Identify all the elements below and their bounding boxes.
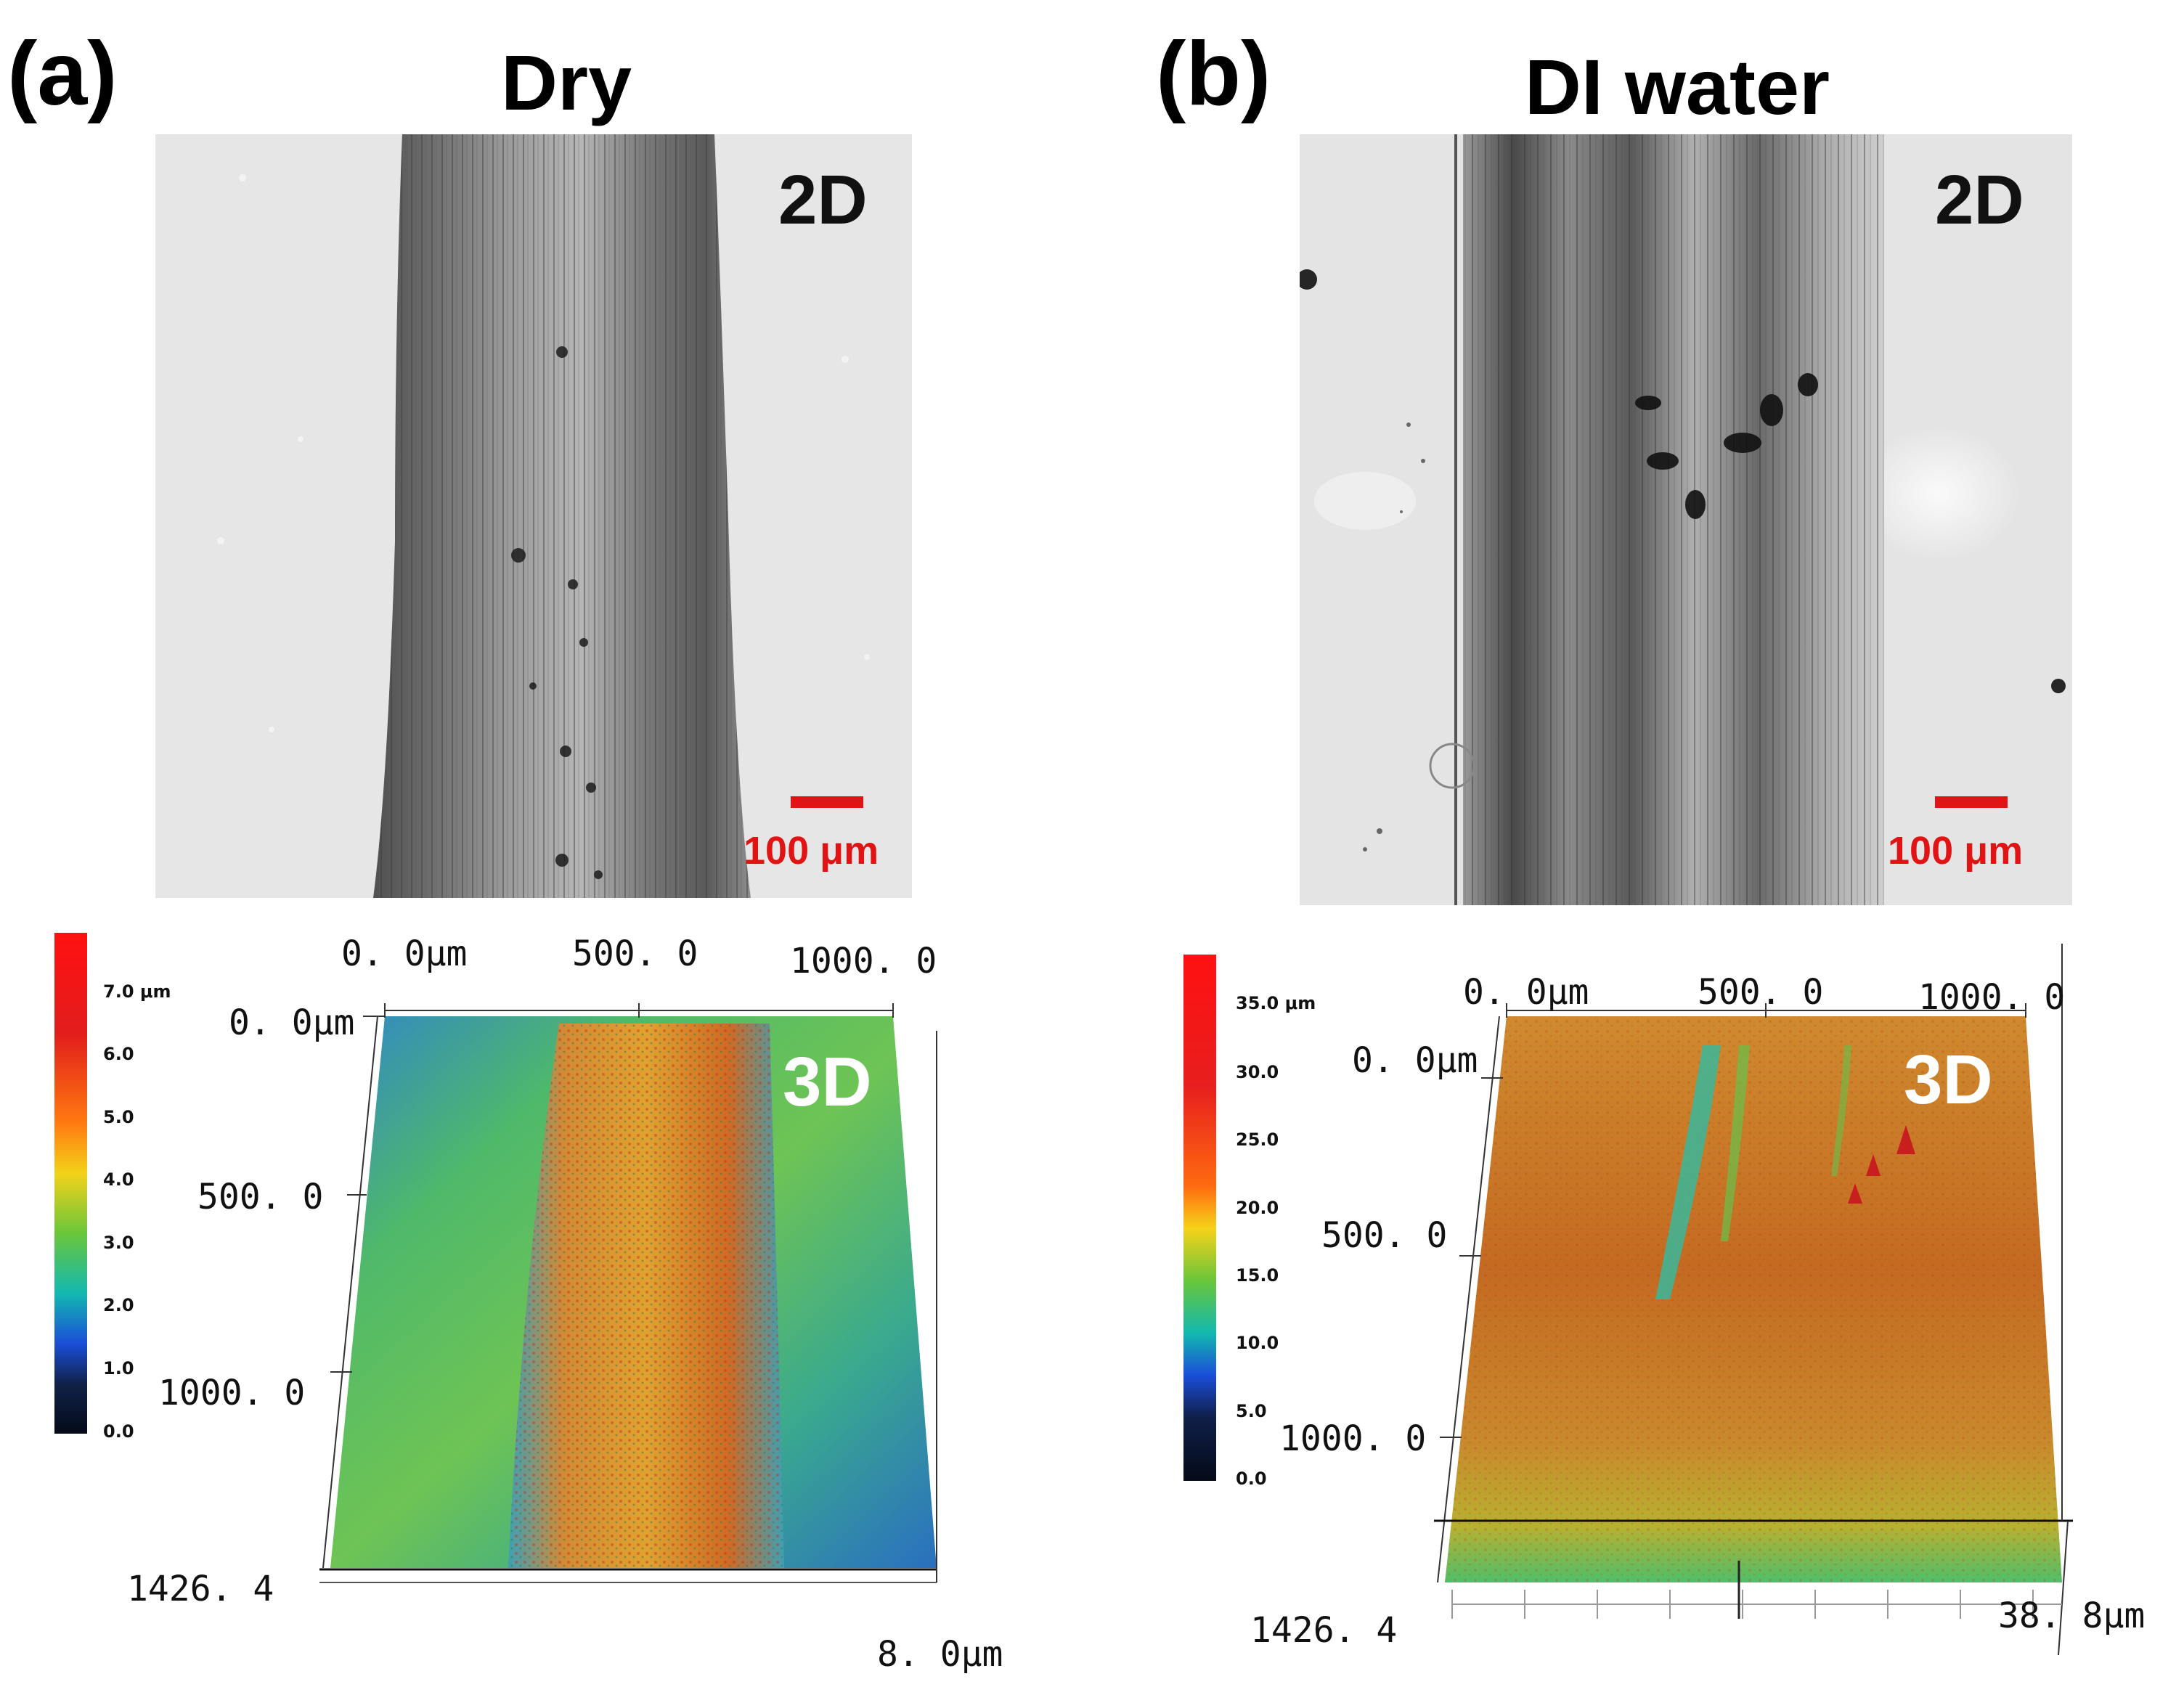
water-scale-bar-label: 100 μm: [1888, 829, 2024, 873]
dry-2d-badge: 2D: [778, 161, 868, 239]
panel-b-letter: (b): [1156, 24, 1271, 124]
water-colorbar-label: 25.0: [1236, 1130, 1279, 1150]
dry-y-axis-label: 1426. 4: [127, 1569, 274, 1609]
dry-x-axis-label: 1000. 0: [790, 941, 937, 981]
water-colorbar-label: 35.0 μm: [1236, 993, 1316, 1013]
dry-colorbar-label: 5.0: [103, 1107, 134, 1127]
dry-2d-micrograph: [155, 134, 912, 898]
dry-z-max-label: 8. 0μm: [877, 1634, 1003, 1675]
dry-colorbar-label: 7.0 μm: [103, 981, 171, 1002]
dry-scale-bar: [791, 796, 863, 808]
dry-x-axis-label: 0. 0μm: [341, 934, 468, 974]
dry-y-axis-label: 0. 0μm: [229, 1002, 355, 1043]
water-2d-micrograph: [1300, 134, 2072, 905]
dry-colorbar-label: 1.0: [103, 1358, 134, 1378]
dry-y-axis-label: 1000. 0: [158, 1373, 306, 1413]
dry-scale-bar-label: 100 μm: [743, 829, 879, 873]
panel-a-title: Dry: [500, 38, 632, 126]
water-2d-badge: 2D: [1935, 161, 2024, 239]
water-3d-height-map: [1147, 936, 2184, 1687]
water-z-max-label: 38. 8μm: [1998, 1596, 2146, 1636]
dry-colorbar: [54, 933, 87, 1434]
panel-a-letter: (a): [7, 24, 118, 124]
dry-colorbar-label: 6.0: [103, 1044, 134, 1064]
water-y-axis-label: 0. 0μm: [1352, 1040, 1478, 1081]
water-colorbar-label: 5.0: [1236, 1401, 1267, 1421]
water-x-axis-label: 0. 0μm: [1463, 972, 1589, 1013]
water-y-axis-label: 1426. 4: [1250, 1610, 1398, 1651]
dry-x-axis-label: 500. 0: [572, 934, 698, 974]
dry-y-axis-label: 500. 0: [197, 1177, 324, 1217]
water-scale-bar: [1935, 796, 2008, 808]
dry-3d-height-map: [0, 915, 1031, 1677]
water-colorbar-label: 20.0: [1236, 1198, 1279, 1218]
water-x-axis-label: 500. 0: [1698, 972, 1824, 1013]
water-colorbar: [1183, 955, 1216, 1481]
water-colorbar-label: 30.0: [1236, 1062, 1279, 1082]
dry-3d-badge: 3D: [783, 1043, 872, 1121]
panel-b-title: DI water: [1524, 43, 1830, 131]
dry-colorbar-label: 3.0: [103, 1233, 134, 1253]
water-colorbar-label: 10.0: [1236, 1333, 1279, 1353]
dry-colorbar-label: 4.0: [103, 1169, 134, 1190]
water-y-axis-label: 1000. 0: [1279, 1418, 1427, 1459]
water-colorbar-label: 15.0: [1236, 1265, 1279, 1286]
water-x-axis-label: 1000. 0: [1918, 977, 2066, 1018]
dry-colorbar-label: 2.0: [103, 1295, 134, 1315]
water-3d-badge: 3D: [1904, 1041, 1993, 1119]
water-colorbar-label: 0.0: [1236, 1469, 1267, 1489]
water-y-axis-label: 500. 0: [1321, 1215, 1448, 1256]
dry-colorbar-label: 0.0: [103, 1421, 134, 1442]
